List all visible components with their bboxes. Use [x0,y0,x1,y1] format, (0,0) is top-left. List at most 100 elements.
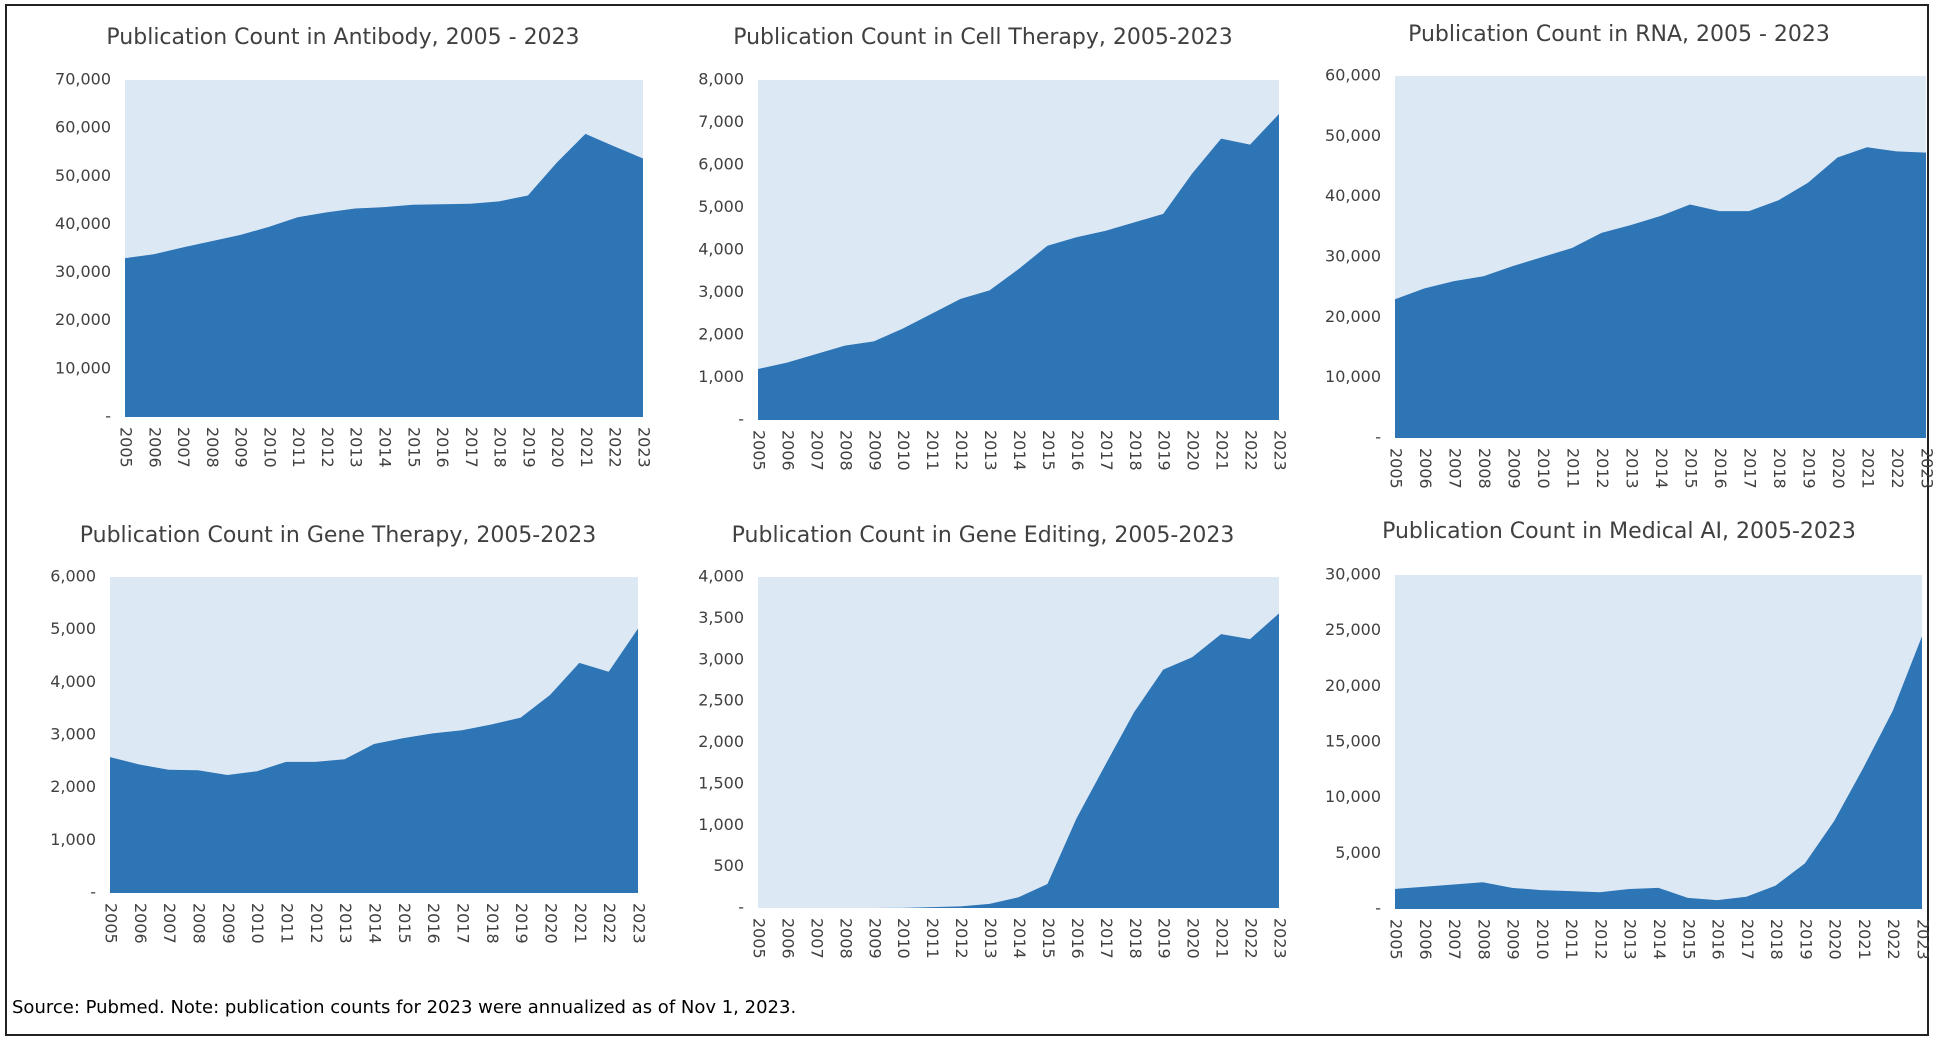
x-tick-label: 2013 [1623,448,1642,489]
y-tick-label: 1,000 [50,830,96,849]
y-tick-label: 1,500 [698,773,744,792]
x-tick-label: 2020 [542,903,561,944]
x-tick-label: 2018 [491,427,510,468]
x-tick-label: 2005 [1387,448,1406,489]
x-tick-label: 2018 [1126,918,1145,959]
x-tick-label: 2016 [1711,448,1730,489]
y-tick-label: 20,000 [55,310,111,329]
x-tick-label: 2017 [454,903,473,944]
x-tick-label: 2022 [1242,918,1261,959]
y-tick-label: - [1375,428,1381,447]
x-tick-label: 2017 [1097,430,1116,471]
x-tick-label: 2013 [336,903,355,944]
y-tick-label: 20,000 [1325,307,1381,326]
x-tick-label: 2009 [865,918,884,959]
y-tick-label: 2,000 [50,777,96,796]
y-tick-label: 30,000 [1325,565,1381,584]
x-tick-label: 2014 [366,903,385,944]
x-tick-label: 2023 [1918,448,1934,489]
x-tick-label: 2008 [1475,448,1494,489]
x-tick-label: 2020 [1829,448,1848,489]
x-tick-label: 2014 [1010,918,1029,959]
x-tick-label: 2011 [289,427,308,468]
y-tick-label: - [105,407,111,426]
x-tick-label: 2012 [1593,448,1612,489]
x-tick-label: 2022 [600,903,619,944]
x-tick-label: 2006 [778,918,797,959]
x-tick-label: 2019 [512,903,531,944]
x-tick-label: 2017 [1738,919,1757,960]
x-tick-label: 2007 [174,427,193,468]
y-tick-label: 3,000 [698,282,744,301]
x-tick-label: 2010 [260,427,279,468]
y-tick-label: 30,000 [1325,247,1381,266]
y-tick-label: 500 [713,856,744,875]
x-tick-label: 2019 [1155,430,1174,471]
y-tick-label: 10,000 [55,358,111,377]
x-tick-label: 2017 [1097,918,1116,959]
y-tick-label: 4,000 [50,672,96,691]
x-tick-label: 2009 [865,430,884,471]
x-tick-label: 2008 [190,903,209,944]
x-tick-label: 2016 [1068,430,1087,471]
y-tick-label: 2,000 [698,732,744,751]
y-tick-label: 6,000 [50,567,96,586]
x-tick-label: 2005 [1387,919,1406,960]
chart-title: Publication Count in Cell Therapy, 2005-… [733,25,1233,50]
y-tick-label: 3,000 [50,725,96,744]
x-tick-label: 2010 [1533,919,1552,960]
y-tick-label: 2,500 [698,691,744,710]
x-tick-label: 2006 [778,430,797,471]
x-tick-label: 2013 [981,918,1000,959]
x-tick-label: 2005 [102,903,121,944]
x-tick-label: 2014 [376,427,395,468]
x-tick-label: 2019 [519,427,538,468]
x-tick-label: 2010 [894,918,913,959]
x-tick-label: 2007 [1445,919,1464,960]
y-tick-label: 50,000 [1325,126,1381,145]
y-tick-label: 5,000 [50,619,96,638]
x-tick-label: 2009 [219,903,238,944]
x-tick-label: 2023 [630,903,649,944]
x-tick-label: 2020 [548,427,567,468]
y-tick-label: 10,000 [1325,367,1381,386]
chart-title: Publication Count in Medical AI, 2005-20… [1382,519,1856,544]
x-tick-label: 2009 [1504,919,1523,960]
x-tick-label: 2023 [635,427,654,468]
y-tick-label: 2,000 [698,325,744,344]
x-tick-label: 2005 [117,427,136,468]
x-tick-label: 2014 [1650,919,1669,960]
x-tick-label: 2018 [1770,448,1789,489]
x-tick-label: 2019 [1796,919,1815,960]
x-tick-label: 2012 [952,918,971,959]
x-tick-label: 2015 [395,903,414,944]
y-tick-label: 30,000 [55,262,111,281]
x-tick-label: 2008 [1474,919,1493,960]
y-tick-label: - [90,883,96,902]
x-tick-label: 2016 [1068,918,1087,959]
y-tick-label: 8,000 [698,70,744,89]
x-tick-label: 2021 [571,903,590,944]
x-tick-label: 2022 [606,427,625,468]
x-tick-label: 2022 [1884,919,1903,960]
y-tick-label: - [738,410,744,429]
x-tick-label: 2022 [1242,430,1261,471]
x-tick-label: 2005 [750,430,769,471]
x-tick-label: 2006 [145,427,164,468]
x-tick-label: 2012 [952,430,971,471]
y-tick-label: - [738,898,744,917]
x-tick-label: 2011 [1562,919,1581,960]
x-tick-label: 2016 [433,427,452,468]
y-tick-label: 4,000 [698,240,744,259]
x-tick-label: 2018 [483,903,502,944]
x-tick-label: 2008 [203,427,222,468]
x-tick-label: 2008 [836,430,855,471]
y-tick-label: 50,000 [55,166,111,185]
x-tick-label: 2013 [347,427,366,468]
y-tick-label: 60,000 [55,118,111,137]
y-tick-label: 1,000 [698,815,744,834]
y-tick-label: 40,000 [1325,186,1381,205]
x-tick-label: 2015 [1679,919,1698,960]
x-tick-label: 2021 [1855,919,1874,960]
